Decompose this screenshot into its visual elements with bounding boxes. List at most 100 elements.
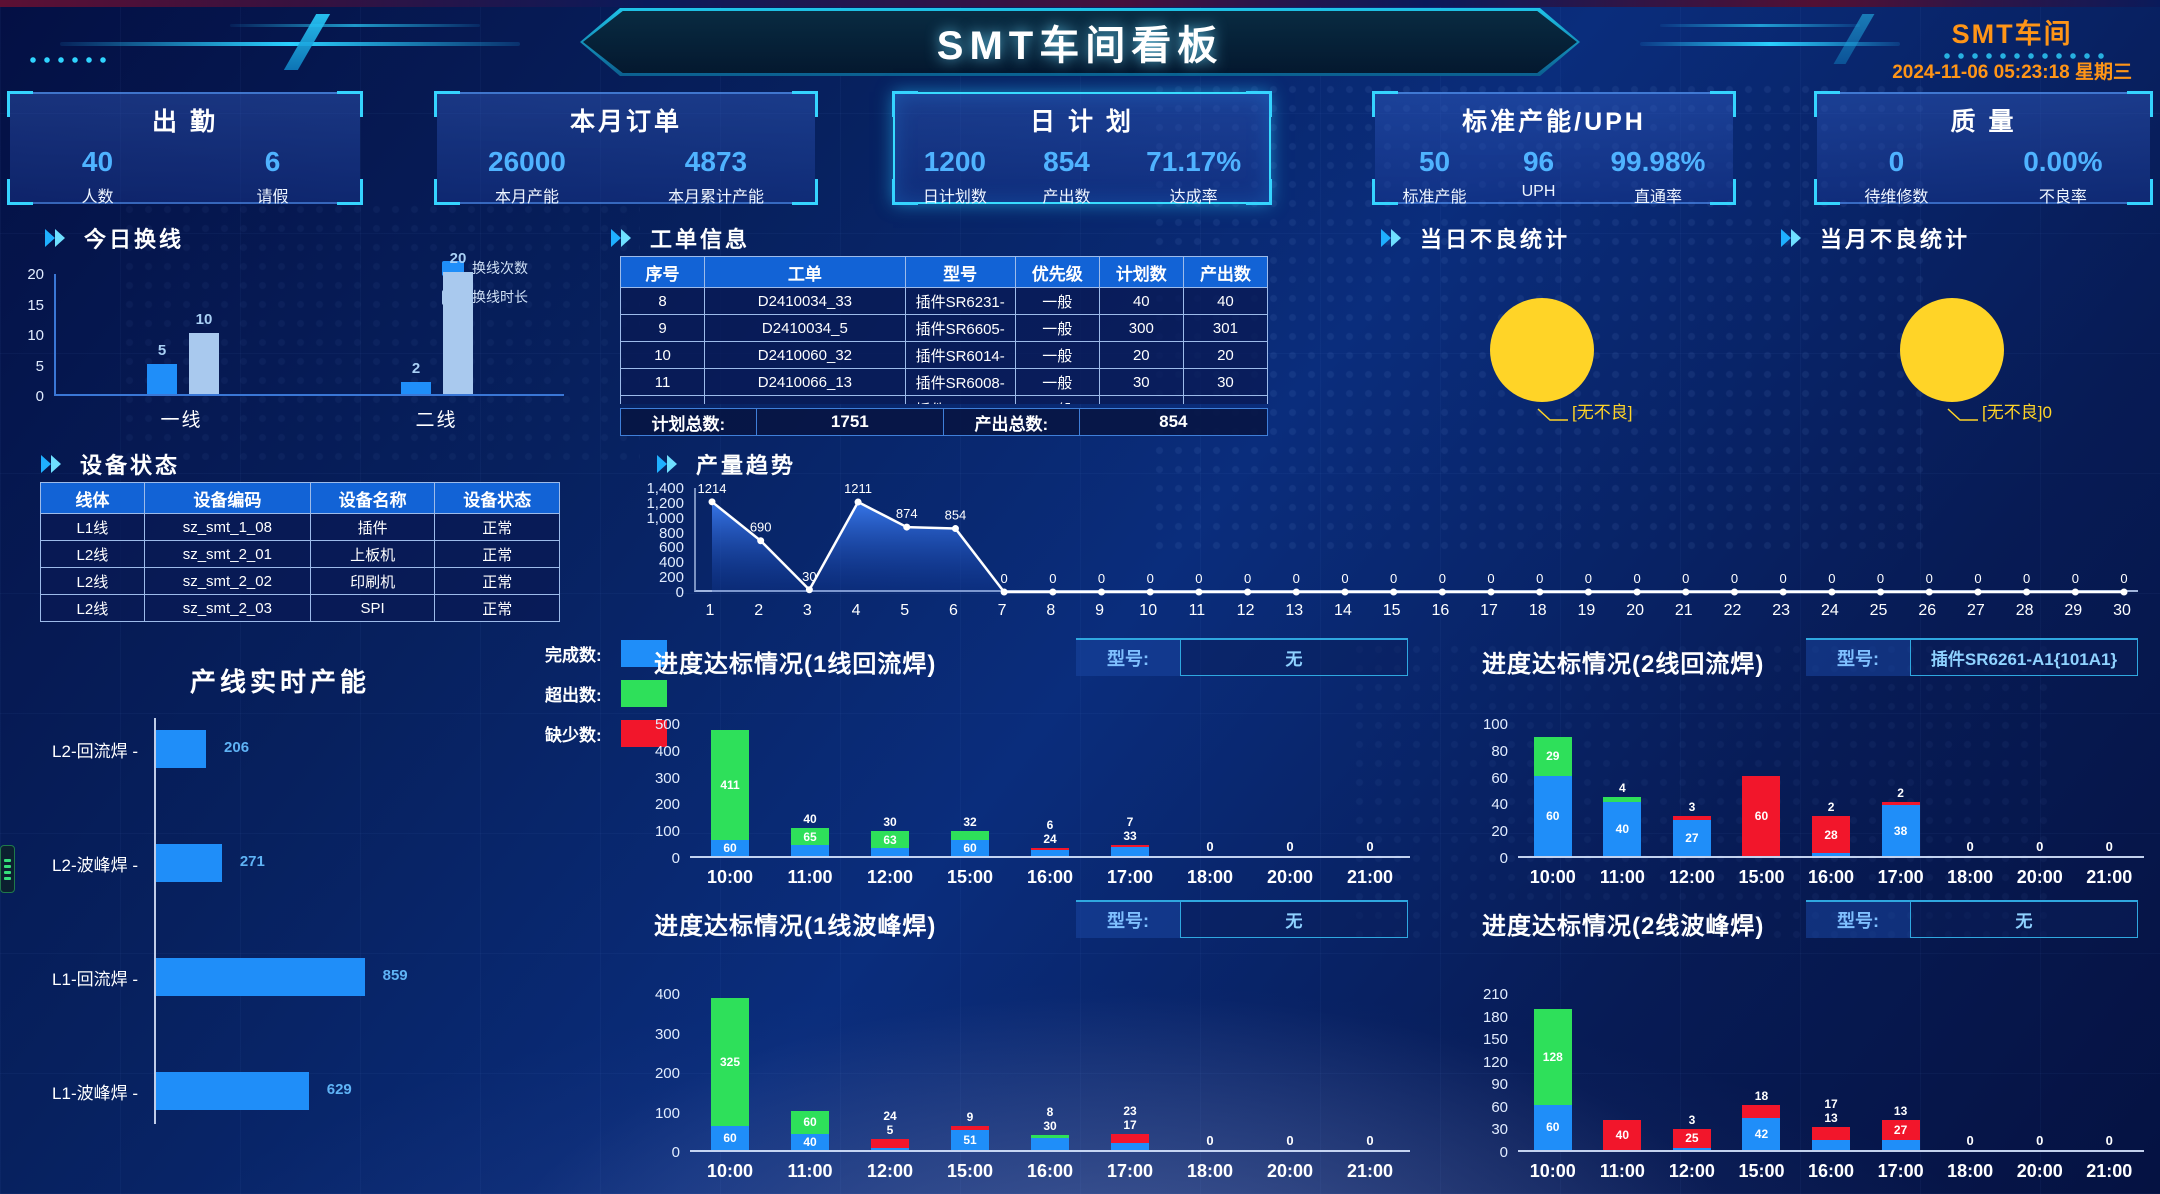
y-axis: 0 200 400 600 800 1,000 1,200 1,400 xyxy=(624,480,684,601)
bar-group: 27 13 xyxy=(1866,994,1936,1150)
table-cell: 12 xyxy=(620,395,706,404)
bar-segment-完成数: 40 xyxy=(791,1134,829,1150)
table-row: 8 D2410034_33 插件SR6231- 一般 40 40 xyxy=(620,287,1268,315)
model-value[interactable]: 无 xyxy=(1180,640,1408,676)
model-selector[interactable]: 型号: 无 xyxy=(1806,900,2138,938)
kpi-card-standard-capacity[interactable]: 标准产能/UPH 50 标准产能 96 UPH 99.98% 直通率 xyxy=(1372,91,1736,207)
x-axis-label: 18:00 xyxy=(1947,867,1994,887)
y-axis-tick: 1,400 xyxy=(646,480,684,497)
x-axis-label: 16 xyxy=(1431,602,1450,619)
x-axis-label: 18 xyxy=(1528,602,1547,619)
section-arrow-icon xyxy=(40,454,66,474)
table-header-row: 线体 设备编码 设备名称 设备状态 xyxy=(40,482,560,514)
corner-bracket xyxy=(1814,179,1840,205)
segment-value: 29 xyxy=(1546,749,1560,764)
segment-value: 60 xyxy=(803,1115,817,1130)
segment-value: 30 xyxy=(1043,1119,1057,1133)
column-header: 序号 xyxy=(620,256,706,288)
capacity-bar xyxy=(156,730,207,768)
table-cell: 插件 xyxy=(309,513,436,541)
bar-stack: 24 6 xyxy=(1031,818,1069,856)
legend-label: 换线次数 xyxy=(472,260,528,276)
x-axis-label: 二线 xyxy=(415,410,458,431)
bar-segment-完成数 xyxy=(1031,849,1069,856)
bar-segment-缺少数: 28 xyxy=(1812,815,1851,854)
model-value[interactable]: 无 xyxy=(1910,902,2138,938)
bar-segment-超出数: 63 xyxy=(871,831,909,848)
bar-group: 60 128 xyxy=(1518,994,1588,1150)
kpi-metric: 50 标准产能 xyxy=(1403,146,1467,207)
x-axis-label: 21:00 xyxy=(1346,1161,1394,1181)
table-cell: SPI xyxy=(309,594,436,622)
x-axis-label: 25 xyxy=(1869,602,1888,619)
corner-bracket xyxy=(7,179,33,205)
bar-group: 65 40 xyxy=(770,724,850,856)
zero-value: 0 xyxy=(2105,1133,2113,1148)
capacity-bar xyxy=(156,844,222,882)
y-axis-tick: 60 xyxy=(1491,1098,1508,1116)
output-total-label: 产出总数: xyxy=(944,409,1080,435)
kpi-value: 6 xyxy=(264,146,281,177)
banner-core xyxy=(583,11,1577,73)
kpi-metrics: 26000 本月产能 4873 本月累计产能 xyxy=(437,146,815,207)
svg-text:0: 0 xyxy=(1682,571,1689,586)
kpi-metric: 0.00% 不良率 xyxy=(2023,146,2102,207)
table-cell: D2410034_5 xyxy=(704,314,906,342)
svg-text:0: 0 xyxy=(1341,571,1348,586)
model-selector[interactable]: 型号: 插件SR6261-A1{101A1} xyxy=(1806,638,2138,676)
svg-text:0: 0 xyxy=(2023,571,2030,586)
corner-bracket xyxy=(792,179,818,205)
corner-bracket xyxy=(1710,179,1736,205)
kpi-card-monthly-orders[interactable]: 本月订单 26000 本月产能 4873 本月累计产能 xyxy=(434,91,818,207)
capacity-value: 629 xyxy=(326,1081,352,1098)
legend-item: 缺少数: xyxy=(545,720,667,747)
kpi-card-quality[interactable]: 质 量 0 待维修数 0.00% 不良率 xyxy=(1814,91,2153,207)
y-axis-tick: 100 xyxy=(654,823,680,841)
section-title: 设备状态 xyxy=(80,453,181,478)
segment-value: 40 xyxy=(803,811,817,826)
work-orders-table-wrap: 序号 工单 型号 优先级 计划数 产出数 8 D2410034_33 插件SR6231- 一般 40… xyxy=(620,256,1268,404)
bar-group: 60 xyxy=(1727,724,1797,856)
y-axis-tick: 300 xyxy=(654,1025,680,1043)
kpi-title: 标准产能/UPH xyxy=(1462,108,1646,136)
bar-segment-完成数 xyxy=(1672,1147,1711,1150)
bar-group: 0 xyxy=(1250,994,1330,1150)
segment-value: 17 xyxy=(1123,1118,1137,1133)
legend-swatch xyxy=(442,260,464,276)
panel-header: 今日换线 xyxy=(44,222,184,254)
bar-plot: 60 325 40 60 5 24 51 9 30 8 17 23 0 0 0 xyxy=(690,994,1410,1152)
side-widget-handle[interactable] xyxy=(0,845,15,893)
corner-bracket xyxy=(892,179,918,205)
x-axis-labels: 10:00 11:00 12:00 15:00 16:00 17:00 18:00 20:00… xyxy=(1518,1161,2144,1182)
y-axis-tick: 0 xyxy=(1499,850,1508,867)
kpi-card-daily-plan[interactable]: 日 计 划 1200 日计划数 854 产出数 71.17% 达成率 xyxy=(892,91,1272,206)
production-trend-chart: 0 200 400 600 800 1,000 1,200 1,400 1214 690 30 121… xyxy=(624,480,2144,626)
segment-value: 27 xyxy=(1685,830,1699,845)
segment-value: 40 xyxy=(1615,1127,1630,1142)
table-cell: 插件SR6014- xyxy=(904,395,1016,404)
pie-label-text: [无不良]0 xyxy=(1982,403,2052,422)
bar-segment-完成数: 42 xyxy=(1742,1118,1781,1150)
table-cell: 30 xyxy=(1098,368,1184,396)
x-axis-label: 15:00 xyxy=(1738,867,1785,887)
x-axis-label: 20:00 xyxy=(2016,867,2063,887)
y-axis-tick: 800 xyxy=(658,524,684,542)
kpi-card-attendance[interactable]: 出 勤 40 人数 6 请假 xyxy=(7,91,363,206)
x-axis-label: 23 xyxy=(1772,602,1791,619)
model-value[interactable]: 插件SR6261-A1{101A1} xyxy=(1910,640,2138,676)
x-axis-label: 16:00 xyxy=(1808,1161,1855,1181)
model-value[interactable]: 无 xyxy=(1180,902,1408,938)
kpi-value: 40 xyxy=(81,146,114,177)
table-cell: 30 xyxy=(1182,395,1268,404)
model-selector[interactable]: 型号: 无 xyxy=(1076,638,1408,676)
kpi-value: 50 xyxy=(1418,146,1451,177)
model-selector[interactable]: 型号: 无 xyxy=(1076,900,1408,938)
bar-group: 0 xyxy=(1170,994,1250,1150)
y-axis: 0 5 10 15 20 xyxy=(12,266,44,405)
svg-text:854: 854 xyxy=(945,508,967,523)
table-cell: 301 xyxy=(1182,314,1268,342)
section-title: 当月不良统计 xyxy=(1820,227,1971,252)
svg-text:0: 0 xyxy=(1390,571,1397,586)
y-axis-tick: 80 xyxy=(1491,742,1508,760)
x-axis-label: 15:00 xyxy=(946,1161,994,1181)
